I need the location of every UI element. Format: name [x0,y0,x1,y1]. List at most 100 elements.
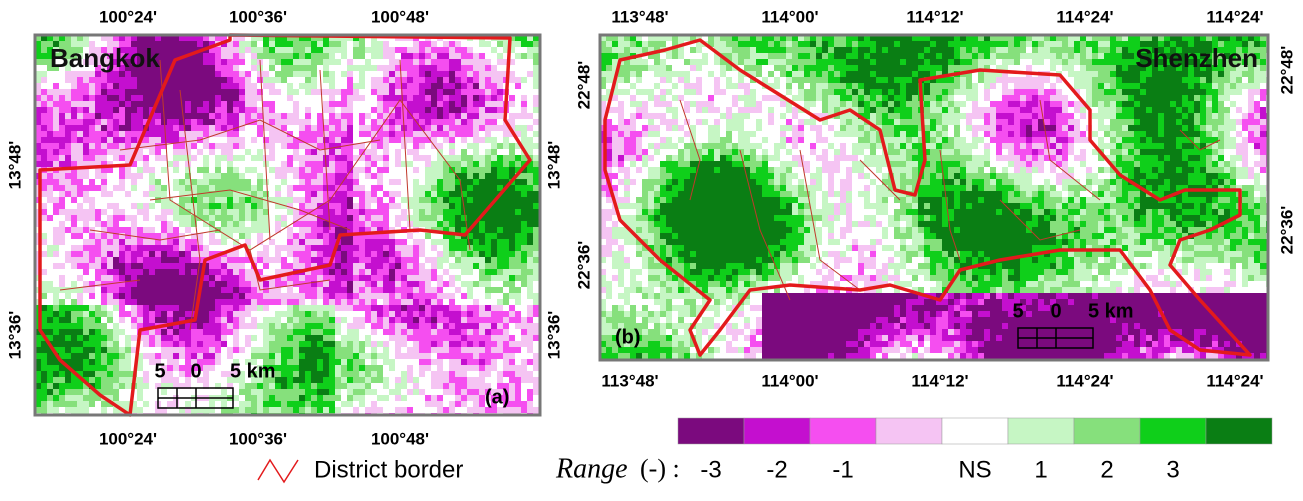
raster-cell [437,401,443,407]
raster-cell [323,317,329,323]
raster-cell [203,293,209,299]
raster-cell [305,323,311,329]
raster-cell [467,47,473,53]
raster-cell [377,365,383,371]
raster-cell [527,293,533,299]
raster-cell [437,203,443,209]
raster-cell [666,53,672,59]
raster-cell [113,209,119,215]
raster-cell [473,83,479,89]
raster-cell [149,203,155,209]
raster-cell [233,227,239,233]
raster-cell [419,221,425,227]
raster-cell [425,65,431,71]
raster-cell [281,215,287,221]
raster-cell [305,245,311,251]
raster-cell [53,383,59,389]
raster-cell [419,263,425,269]
raster-cell [347,257,353,263]
raster-cell [287,47,293,53]
raster-cell [383,299,389,305]
raster-cell [533,53,539,59]
raster-cell [642,47,648,53]
raster-cell [137,383,143,389]
raster-cell [233,113,239,119]
raster-cell [455,383,461,389]
raster-cell [425,179,431,185]
raster-cell [281,335,287,341]
raster-cell [407,83,413,89]
raster-cell [113,377,119,383]
raster-cell [461,95,467,101]
raster-cell [263,335,269,341]
raster-cell [317,233,323,239]
raster-cell [365,341,371,347]
raster-cell [317,239,323,245]
raster-cell [509,143,515,149]
raster-cell [479,239,485,245]
raster-cell [269,341,275,347]
raster-cell [173,239,179,245]
raster-cell [239,305,245,311]
raster-cell [101,251,107,257]
raster-cell [341,53,347,59]
raster-cell [275,365,281,371]
raster-cell [365,221,371,227]
raster-cell [521,215,527,221]
raster-cell [485,287,491,293]
raster-cell [197,203,203,209]
raster-cell [437,317,443,323]
raster-cell [185,65,191,71]
raster-cell [413,353,419,359]
raster-cell [389,95,395,101]
raster-cell [515,371,521,377]
raster-cell [233,293,239,299]
raster-cell [473,119,479,125]
raster-cell [227,353,233,359]
raster-cell [251,407,257,413]
raster-cell [353,371,359,377]
raster-cell [53,95,59,101]
raster-cell [533,65,539,71]
raster-cell [624,41,630,47]
raster-cell [419,311,425,317]
raster-cell [167,317,173,323]
raster-cell [227,203,233,209]
raster-cell [1014,47,1020,53]
raster-cell [299,353,305,359]
raster-cell [311,365,317,371]
raster-cell [167,329,173,335]
raster-cell [293,155,299,161]
raster-cell [125,365,131,371]
raster-cell [233,137,239,143]
raster-cell [59,377,65,383]
raster-cell [449,329,455,335]
raster-cell [437,371,443,377]
raster-cell [461,197,467,203]
raster-cell [311,179,317,185]
raster-cell [77,89,83,95]
raster-cell [59,275,65,281]
raster-cell [233,203,239,209]
raster-cell [227,95,233,101]
raster-cell [101,155,107,161]
raster-cell [606,41,612,47]
raster-cell [521,263,527,269]
raster-cell [503,299,509,305]
raster-cell [521,131,527,137]
raster-cell [503,371,509,377]
raster-cell [527,233,533,239]
raster-cell [792,59,798,65]
raster-cell [323,101,329,107]
raster-cell [53,305,59,311]
raster-cell [389,359,395,365]
raster-cell [77,185,83,191]
raster-cell [473,143,479,149]
raster-cell [305,65,311,71]
raster-cell [275,185,281,191]
raster-cell [347,107,353,113]
raster-cell [299,221,305,227]
raster-cell [89,95,95,101]
raster-cell [83,365,89,371]
raster-cell [527,311,533,317]
